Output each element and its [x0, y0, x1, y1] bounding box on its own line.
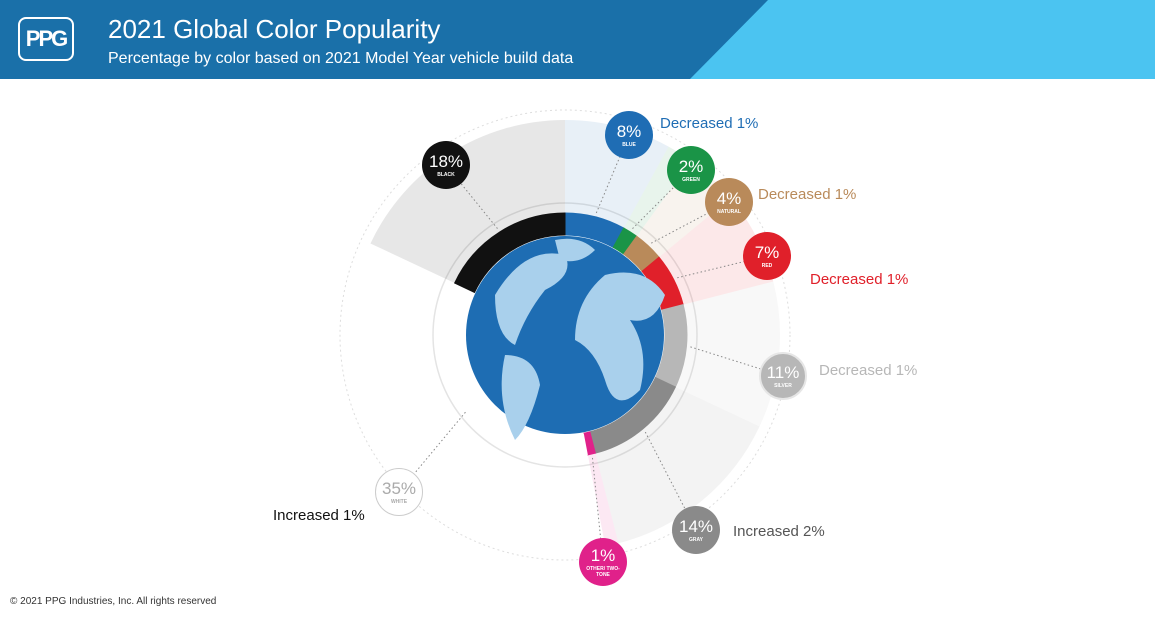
header-band [0, 0, 1155, 79]
change-label: Decreased 1% [810, 271, 909, 288]
logo: PPG [18, 17, 74, 61]
change-label: Increased 1% [273, 507, 365, 524]
change-label: Decreased 1% [660, 115, 759, 132]
leader-line [398, 411, 466, 493]
continent [555, 238, 595, 262]
category-label: NATURAL [717, 208, 741, 215]
continent [575, 272, 665, 401]
category-label: BLUE [622, 141, 636, 148]
value-label: 14% [678, 516, 714, 536]
value-label: 18% [428, 151, 464, 171]
value-label: 11% [766, 362, 800, 382]
category-label: SILVER [774, 382, 792, 389]
category-label: BLACK [437, 171, 455, 178]
outer-guide [339, 109, 791, 561]
fan [587, 453, 619, 547]
category-label: RED [761, 262, 773, 269]
leader-line [591, 457, 604, 563]
continent [495, 253, 568, 345]
value-label: 1% [590, 545, 616, 565]
bubble: 35% WHITE [375, 468, 423, 516]
value-label: 2% [678, 156, 704, 176]
change-label: Decreased 1% [758, 186, 857, 203]
bubble: 14% GRAY [672, 506, 720, 554]
fan [370, 119, 565, 284]
bubble: 4% NATURAL [705, 178, 753, 226]
bubble: 1% OTHER/ TWO-TONE [579, 538, 627, 586]
subtitle: Percentage by color based on 2021 Model … [108, 50, 574, 67]
change-label: Increased 2% [733, 523, 825, 540]
bubble: 18% BLACK [422, 141, 470, 189]
fan [595, 386, 760, 544]
category-label: GREEN [682, 176, 700, 183]
slice [443, 283, 588, 457]
bubble: 11% SILVER [759, 352, 807, 400]
category-label: WHITE [390, 498, 408, 505]
value-label: 4% [716, 188, 742, 208]
fan [675, 281, 780, 427]
category-label: OTHER/ TWO-TONE [586, 565, 620, 578]
guide-circle [432, 202, 698, 468]
value-label: 7% [754, 242, 780, 262]
bubble: 8% BLUE [605, 111, 653, 159]
fan [659, 197, 774, 305]
category-label: GRAY [689, 536, 703, 543]
change-label: Decreased 1% [819, 362, 918, 379]
continent [501, 355, 540, 440]
value-label: 35% [381, 478, 417, 498]
footer: © 2021 PPG Industries, Inc. All rights r… [10, 596, 217, 607]
bubble: 7% RED [743, 232, 791, 280]
title: 2021 Global Color Popularity [108, 14, 441, 44]
value-label: 8% [616, 121, 642, 141]
donut-chart [339, 109, 791, 563]
bubble: 2% GREEN [667, 146, 715, 194]
slice [453, 212, 566, 294]
